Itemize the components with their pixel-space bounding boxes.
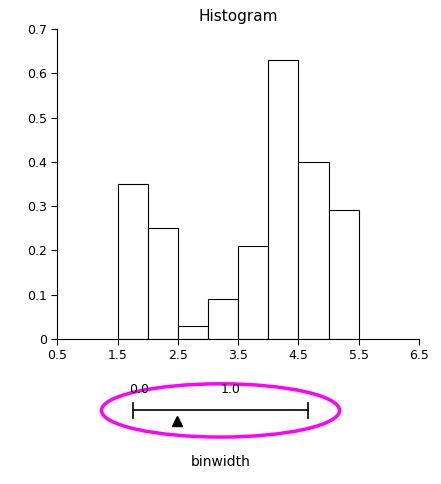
Title: Histogram: Histogram [198,9,278,24]
Bar [238,246,268,339]
Bar [148,228,178,339]
Bar [268,60,299,339]
Bar [299,162,329,339]
Bar [208,299,238,339]
Text: 1.0: 1.0 [220,382,240,395]
Bar [118,184,148,339]
Bar [329,211,359,339]
Text: 0.0: 0.0 [129,382,149,395]
Text: binwidth: binwidth [191,455,250,469]
Bar [178,326,208,339]
